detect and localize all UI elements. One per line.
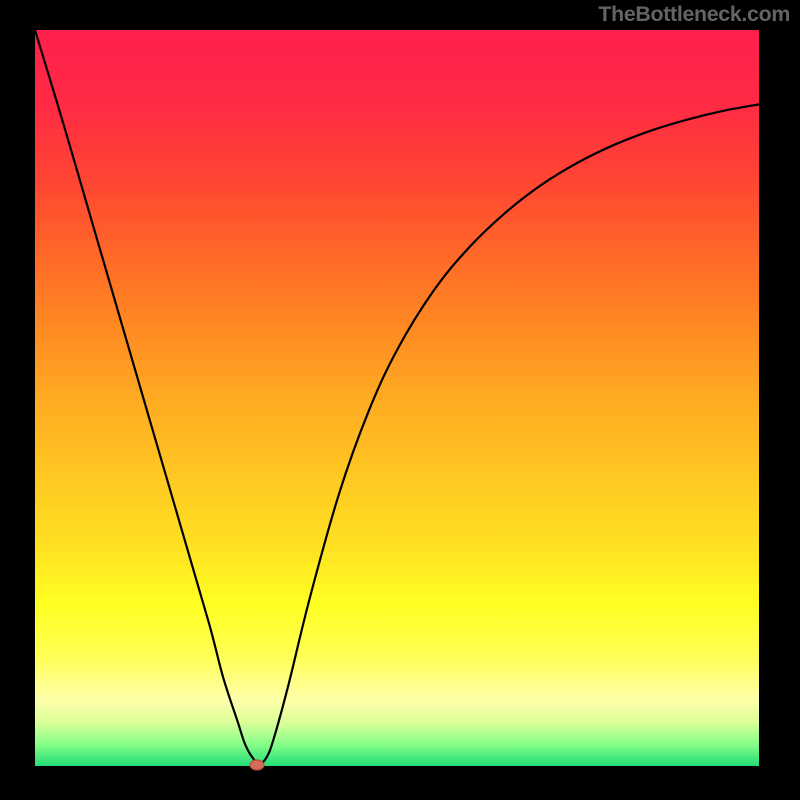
plot-area bbox=[35, 30, 759, 766]
optimal-point-marker bbox=[250, 760, 265, 771]
chart-container: TheBottleneck.com bbox=[0, 0, 800, 800]
chart-svg bbox=[35, 30, 759, 766]
watermark-text: TheBottleneck.com bbox=[598, 2, 790, 27]
